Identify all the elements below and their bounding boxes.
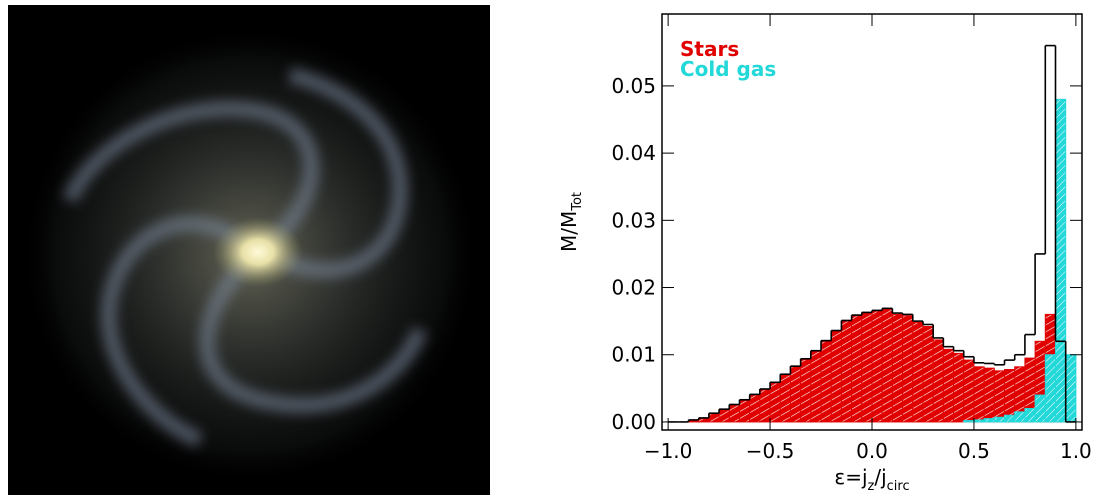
bar [983,418,995,423]
x-label-main: /j [874,465,886,489]
total-line-connector [687,45,1067,422]
bar [728,404,740,423]
x-tick-label: 0.0 [856,439,888,463]
bar [840,320,853,423]
bar [698,418,710,423]
bar [749,394,761,423]
bar [769,382,781,423]
bar [1004,369,1016,423]
x-label-sub: z [868,479,875,494]
y-tick-label: 0.03 [611,208,656,232]
legend-entry: Stars [680,37,739,61]
bar [800,358,812,423]
bar [851,315,863,423]
y-label-main: M/M [557,211,581,252]
bar [993,416,1006,423]
legend-entry: Cold gas [680,57,776,81]
bar [810,350,822,423]
y-tick-label: 0.01 [611,343,656,367]
bar [922,326,934,423]
bar [963,420,975,423]
y-tick-label: 0.02 [611,276,656,300]
bar [1014,411,1026,423]
x-label-main: ε=j [834,465,867,489]
bar [1044,354,1056,423]
y-tick-label: 0.05 [611,74,656,98]
bar [953,352,965,423]
bar [1024,407,1036,423]
bar [759,389,771,423]
bar [1065,354,1077,423]
bar [718,409,730,423]
bar [1004,414,1016,423]
x-label-sub: circ [887,479,910,494]
bar [861,312,873,423]
bar [820,340,832,423]
bar [912,321,924,423]
y-tick-label: 0.00 [611,410,656,434]
bar [830,330,842,423]
y-label-sub: Tot [570,192,585,212]
bar [871,310,883,423]
bar [891,313,904,423]
y-tick-label: 0.04 [611,141,656,165]
bar [983,367,995,423]
bar [1034,394,1046,423]
bar [779,374,791,423]
bar [973,366,985,423]
bar [688,420,700,423]
x-tick-label: −0.5 [746,439,795,463]
bar [993,370,1006,423]
x-tick-label: 0.5 [958,439,990,463]
x-tick-label: 1.0 [1060,439,1092,463]
x-tick-label: −1.0 [644,439,693,463]
x-axis-label: ε=jz/jcirc [834,465,909,494]
bar [973,419,985,423]
bar [708,413,720,423]
galaxy-image [8,5,490,495]
bar [932,339,944,423]
y-axis-label: M/MTot [557,192,585,252]
bar [738,399,751,423]
bar [789,366,802,423]
bar [881,308,893,423]
bar [942,348,955,423]
bar [902,315,914,423]
bar [963,359,975,423]
bar [1054,98,1067,423]
